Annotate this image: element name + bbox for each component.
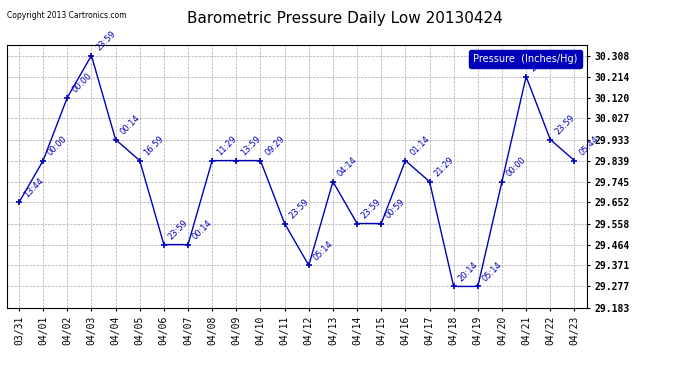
Text: 13:44: 13:44 — [22, 176, 45, 200]
Text: 05:44: 05:44 — [578, 135, 600, 158]
Text: 04:14: 04:14 — [336, 156, 359, 179]
Text: 23:59: 23:59 — [288, 198, 310, 221]
Text: 00:14: 00:14 — [119, 114, 141, 137]
Text: 23:59: 23:59 — [553, 114, 576, 137]
Text: 23:59: 23:59 — [529, 51, 552, 74]
Text: 13:59: 13:59 — [239, 135, 262, 158]
Legend: Pressure  (Inches/Hg): Pressure (Inches/Hg) — [469, 50, 582, 68]
Text: 21:29: 21:29 — [433, 156, 455, 179]
Text: 00:00: 00:00 — [70, 72, 93, 95]
Text: 05:14: 05:14 — [481, 261, 504, 284]
Text: 23:59: 23:59 — [95, 30, 117, 53]
Text: 01:14: 01:14 — [408, 135, 431, 158]
Text: 23:59: 23:59 — [167, 219, 190, 242]
Text: 20:14: 20:14 — [457, 261, 480, 284]
Text: 00:00: 00:00 — [505, 156, 528, 179]
Text: Copyright 2013 Cartronics.com: Copyright 2013 Cartronics.com — [7, 11, 126, 20]
Text: 11:29: 11:29 — [215, 135, 238, 158]
Text: 00:00: 00:00 — [46, 135, 69, 158]
Text: Barometric Pressure Daily Low 20130424: Barometric Pressure Daily Low 20130424 — [187, 11, 503, 26]
Text: 05:14: 05:14 — [312, 240, 335, 262]
Text: 00:59: 00:59 — [384, 198, 407, 221]
Text: 16:59: 16:59 — [143, 135, 166, 158]
Text: 23:59: 23:59 — [360, 198, 383, 221]
Text: 00:14: 00:14 — [191, 219, 214, 242]
Text: 09:29: 09:29 — [264, 135, 286, 158]
